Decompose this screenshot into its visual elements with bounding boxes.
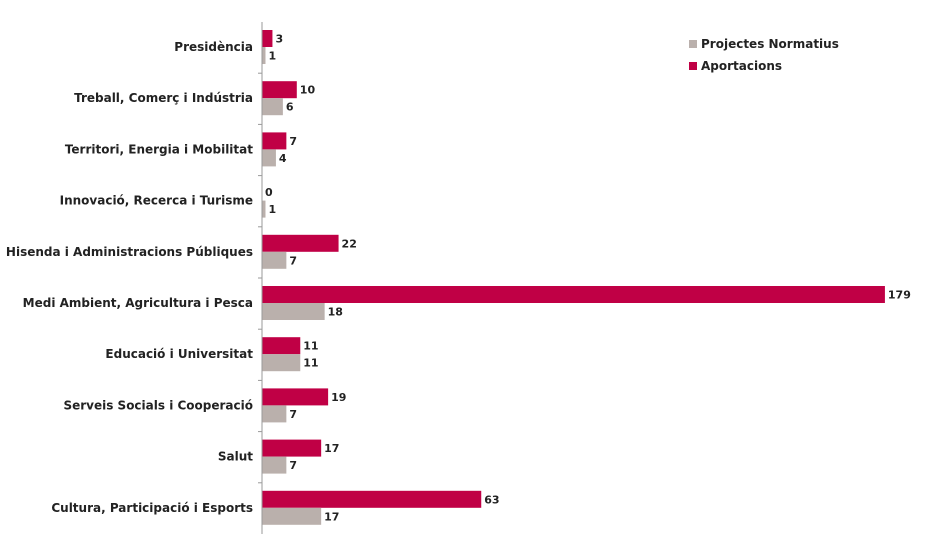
bar [262, 507, 322, 525]
bar [262, 132, 287, 150]
legend-item-projectes-normatius: Projectes Normatius [689, 33, 839, 55]
data-label: 19 [331, 391, 346, 404]
data-label: 63 [484, 493, 499, 506]
data-label: 179 [888, 289, 911, 302]
legend-swatch-aportacions [689, 62, 697, 70]
bar [262, 98, 283, 116]
data-label: 7 [289, 135, 297, 148]
bar [262, 303, 325, 320]
data-label: 3 [275, 33, 283, 46]
bar [262, 439, 322, 457]
data-label: 7 [289, 408, 297, 421]
bar [262, 30, 273, 47]
data-label: 6 [286, 101, 294, 114]
category-label: Medi Ambient, Agricultura i Pesca [23, 296, 253, 310]
bar [262, 200, 266, 218]
category-label: Treball, Comerç i Indústria [74, 91, 253, 105]
bar [262, 337, 301, 355]
bar [262, 388, 329, 406]
legend-swatch-projectes-normatius [689, 40, 697, 48]
bar [262, 286, 885, 303]
data-label: 1 [268, 50, 276, 63]
bar [262, 354, 301, 372]
bar [262, 47, 266, 64]
bar [262, 456, 287, 474]
data-label: 1 [268, 203, 276, 216]
bar [262, 149, 276, 167]
legend-item-aportacions: Aportacions [689, 55, 839, 77]
data-label: 11 [303, 340, 318, 353]
data-label: 7 [289, 459, 297, 472]
legend-label-projectes-normatius: Projectes Normatius [701, 37, 839, 51]
bar [262, 405, 287, 423]
bar [262, 234, 339, 252]
bar [262, 490, 482, 508]
category-label: Salut [218, 450, 253, 464]
category-label: Hisenda i Administracions Públiques [6, 245, 253, 259]
data-label: 10 [300, 84, 316, 97]
data-label: 0 [265, 186, 273, 199]
data-label: 4 [279, 152, 287, 165]
data-label: 18 [328, 306, 343, 319]
data-label: 22 [342, 237, 357, 250]
data-label: 7 [289, 254, 297, 267]
data-label: 11 [303, 357, 318, 370]
legend: Projectes Normatius Aportacions [689, 33, 839, 77]
category-label: Educació i Universitat [105, 347, 253, 361]
data-label: 17 [324, 442, 339, 455]
data-label: 17 [324, 510, 339, 523]
bar [262, 81, 297, 99]
category-label: Innovació, Recerca i Turisme [60, 194, 253, 208]
category-label: Presidència [174, 40, 253, 54]
category-label: Territori, Energia i Mobilitat [65, 142, 253, 156]
bar [262, 251, 287, 269]
category-label: Cultura, Participació i Esports [51, 501, 253, 515]
legend-label-aportacions: Aportacions [701, 59, 783, 73]
category-label: Serveis Socials i Cooperació [63, 398, 253, 412]
